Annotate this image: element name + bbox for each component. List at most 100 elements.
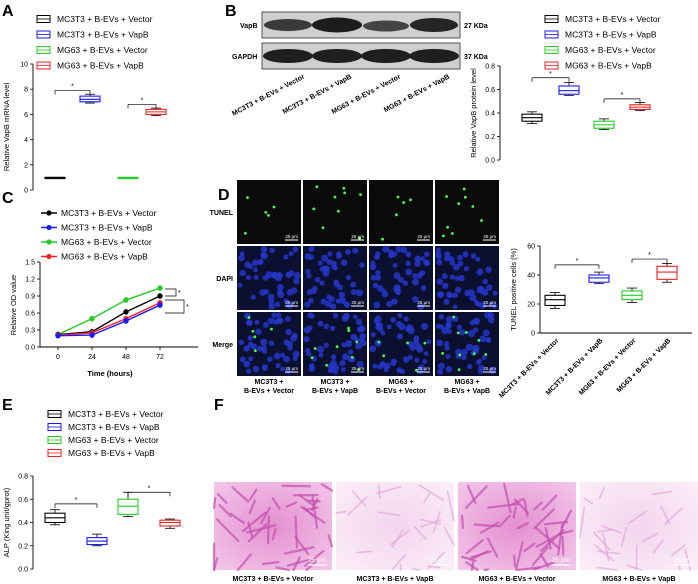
nucleus xyxy=(479,335,487,343)
legend-label-1: MC3T3 + B-EVs + Vector xyxy=(61,208,157,218)
stain-fiber xyxy=(305,506,319,511)
nucleus xyxy=(254,319,260,325)
legend-a: MC3T3 + B-EVs + Vector MC3T3 + B-EVs + Va… xyxy=(36,14,153,71)
scale-bar-label: 25 μm xyxy=(483,300,496,305)
nucleus xyxy=(275,272,283,280)
legend-marker-1 xyxy=(46,210,52,216)
nucleus xyxy=(359,262,365,268)
series-line-1 xyxy=(57,295,161,336)
legend-label-3: MG63 + B-EVs + Vector xyxy=(57,45,148,55)
y-tick-label: 60 xyxy=(527,244,535,251)
y-tick-label: 0.9 xyxy=(25,294,35,301)
nucleus xyxy=(437,368,444,375)
stain-fiber xyxy=(516,566,541,572)
nucleus xyxy=(405,268,413,276)
stain-fiber xyxy=(346,496,368,516)
nucleus xyxy=(257,345,263,352)
tunel-positive-cell xyxy=(472,352,476,356)
box-4 xyxy=(656,265,678,280)
nucleus xyxy=(345,274,352,281)
nucleus xyxy=(285,272,291,278)
stain-fiber xyxy=(684,548,692,571)
nucleus xyxy=(255,328,262,335)
nucleus xyxy=(382,245,390,253)
nucleus xyxy=(476,286,484,294)
nucleus xyxy=(472,317,481,325)
stain-fiber xyxy=(593,531,611,551)
stain-fiber xyxy=(487,503,520,509)
nucleus xyxy=(467,289,475,297)
tunel-positive-cell xyxy=(480,219,483,222)
nucleus xyxy=(444,345,450,351)
micro-col-label-line1-3: MG63 + xyxy=(388,379,413,386)
sig-bracket-1 xyxy=(165,288,177,297)
stain-caption-3: MG63 + B-EVs + Vector xyxy=(478,576,555,583)
nucleus xyxy=(288,251,294,257)
scale-bar-label: 25 μm xyxy=(285,234,298,239)
nucleus xyxy=(461,348,468,356)
stain-fiber xyxy=(583,497,594,505)
tunel-positive-cell xyxy=(423,341,427,345)
stain-fiber xyxy=(626,564,643,571)
stain-fiber xyxy=(419,518,442,525)
nucleus xyxy=(352,314,358,320)
nucleus xyxy=(340,259,348,266)
nucleus xyxy=(478,364,485,372)
x-category-label-3: MG63 + B-EVs + Vector xyxy=(578,337,638,397)
nucleus xyxy=(402,280,409,287)
panel-letter-c: C xyxy=(2,190,14,207)
series-point-3 xyxy=(89,315,95,322)
nucleus xyxy=(253,267,259,273)
sig-star-1: * xyxy=(549,71,552,78)
nucleus xyxy=(373,301,381,309)
stain-fiber xyxy=(483,568,490,572)
micro-col-label-line1-2: MC3T3 + xyxy=(321,379,350,386)
tunel-positive-cell xyxy=(452,315,456,319)
nucleus xyxy=(445,315,453,323)
stain-fiber xyxy=(516,522,529,530)
stain-fiber xyxy=(499,514,511,527)
tunel-positive-cell xyxy=(335,345,339,349)
box-1 xyxy=(544,294,566,306)
legend-label-1: MC3T3 + B-EVs + Vector xyxy=(68,409,164,419)
stain-fiber xyxy=(561,509,573,529)
stain-fiber xyxy=(216,493,228,504)
tunel-positive-cell xyxy=(347,326,350,330)
nucleus xyxy=(437,362,445,370)
nucleus xyxy=(442,282,449,290)
nucleus xyxy=(454,286,462,293)
stain-fiber xyxy=(292,556,301,572)
stain-fiber xyxy=(271,497,281,510)
scale-bar-label: 25 μm xyxy=(417,366,430,371)
nucleus xyxy=(341,353,349,361)
blot-row-label-gapdh: GAPDH xyxy=(232,54,257,61)
nucleus xyxy=(492,290,498,296)
y-tick-label: 0.6 xyxy=(25,311,35,318)
nucleus xyxy=(416,346,424,353)
nucleus xyxy=(421,322,429,330)
stain-fiber xyxy=(305,560,318,572)
nucleus xyxy=(470,253,477,259)
scale-bar-label: 25 μm xyxy=(351,234,364,239)
y-tick-label: 8 xyxy=(24,87,28,94)
tunel-positive-cell xyxy=(471,205,475,208)
tunel-positive-cell xyxy=(313,347,317,350)
band-vapb-2 xyxy=(312,17,362,33)
stain-fiber xyxy=(596,566,618,571)
y-axis-label: Relative VapB mRNA level xyxy=(2,83,11,172)
nucleus xyxy=(379,361,386,368)
nucleus xyxy=(274,301,281,308)
stain-fiber xyxy=(460,514,465,529)
band-gapdh-3 xyxy=(361,49,411,63)
stain-fiber xyxy=(473,523,502,528)
nucleus xyxy=(423,259,431,267)
series-point-2 xyxy=(55,332,61,339)
series-point-2 xyxy=(157,302,163,308)
nucleus xyxy=(326,259,333,265)
stain-fiber xyxy=(294,535,310,555)
nucleus xyxy=(398,323,406,331)
stain-fiber xyxy=(294,515,299,549)
stain-fiber xyxy=(531,546,549,567)
stain-fiber xyxy=(523,542,536,552)
